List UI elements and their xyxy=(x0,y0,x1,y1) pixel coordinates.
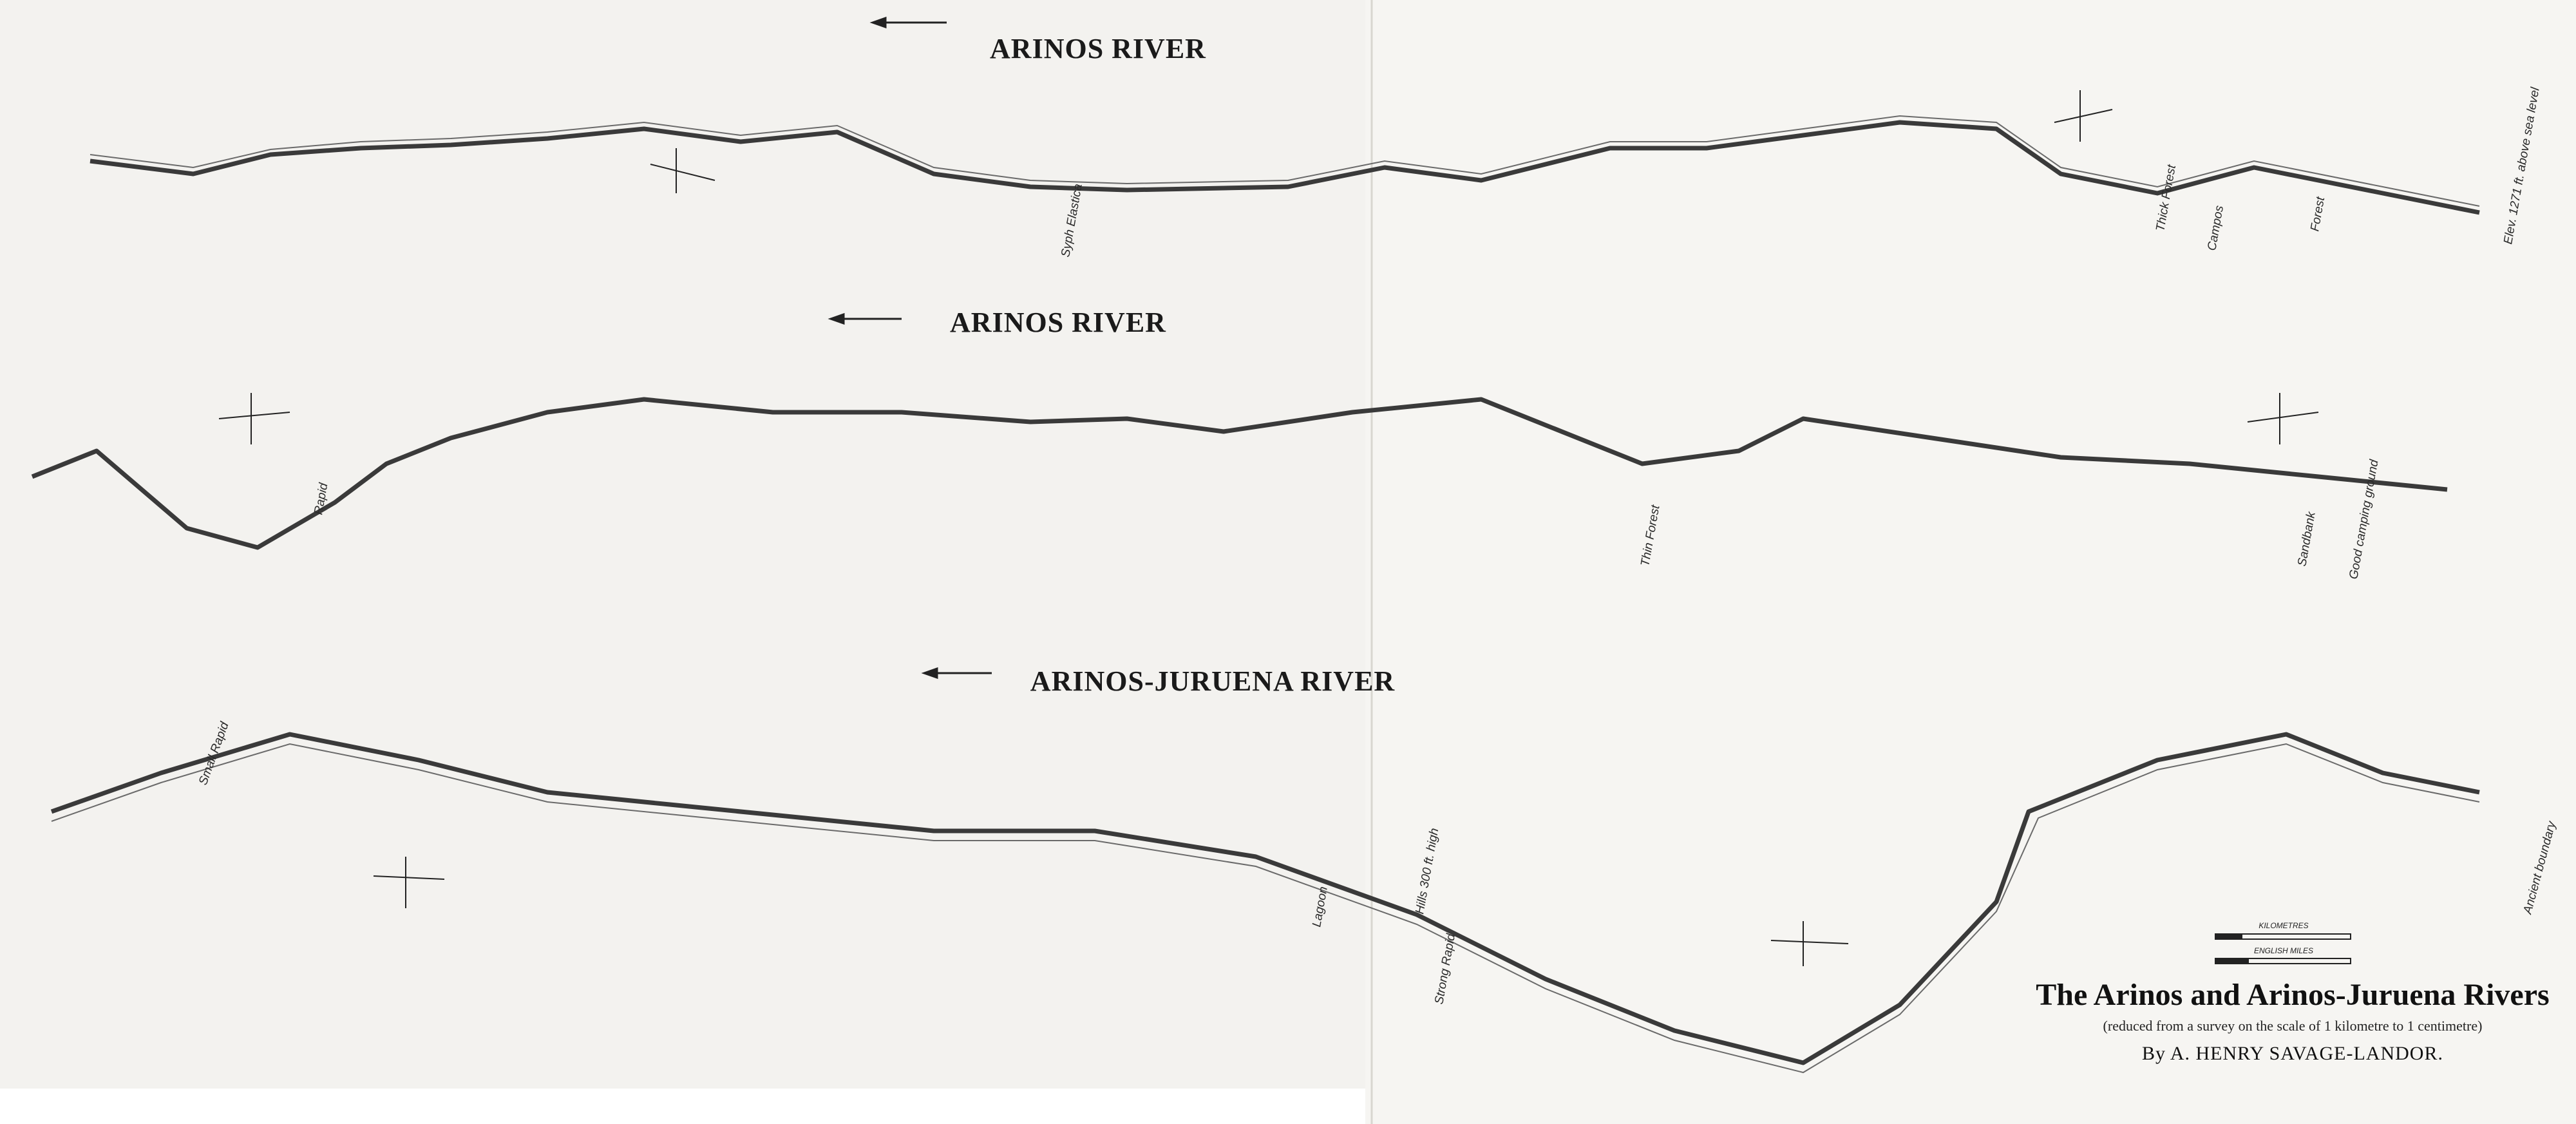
paper-right xyxy=(1365,0,2576,1124)
section-title: ARINOS-JURUENA RIVER xyxy=(1030,665,1396,697)
section-title: ARINOS RIVER xyxy=(950,307,1166,338)
scale-label: ENGLISH MILES xyxy=(2254,946,2313,955)
margin xyxy=(0,1089,1114,1124)
map-title: The Arinos and Arinos-Juruena Rivers xyxy=(2036,978,2549,1012)
map-author: By A. HENRY SAVAGE-LANDOR. xyxy=(2142,1043,2443,1064)
scale-label: KILOMETRES xyxy=(2259,921,2308,930)
section-title: ARINOS RIVER xyxy=(990,33,1206,64)
paper-left xyxy=(0,0,1378,1089)
map-subtitle: (reduced from a survey on the scale of 1… xyxy=(2103,1018,2483,1034)
river-arinos-upper xyxy=(90,120,2480,215)
flow-arrows xyxy=(828,16,992,680)
scale-bar: KILOMETRES ENGLISH MILES xyxy=(2215,921,2351,964)
river-bank xyxy=(51,743,2480,1074)
river-arinos-juruena xyxy=(50,732,2480,1065)
river-bank xyxy=(90,115,2480,207)
north-marks xyxy=(218,90,2319,966)
river-arinos-middle xyxy=(31,397,2448,550)
